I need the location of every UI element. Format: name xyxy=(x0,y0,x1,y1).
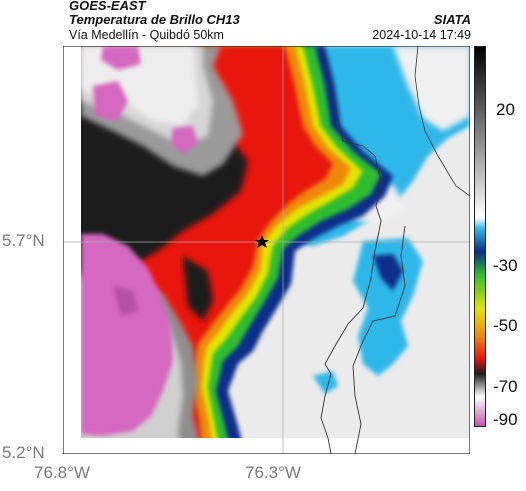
product-subtitle: Temperatura de Brillo CH13 xyxy=(69,12,240,27)
y-tick-label: 5.2°N xyxy=(2,443,45,462)
agency-label: SIATA xyxy=(433,12,471,27)
boundary-line xyxy=(320,46,382,454)
boundary-line-2 xyxy=(352,225,406,454)
colorbar xyxy=(474,46,486,427)
product-title: GOES-EAST xyxy=(69,0,146,13)
colorbar-tick-label: 20 xyxy=(496,100,515,119)
brightness-temperature-map xyxy=(63,46,470,454)
magenta-blob-sw xyxy=(81,234,173,436)
colorbar-tick-label: -30 xyxy=(493,256,518,275)
cyan-zone-center xyxy=(353,238,423,376)
colorbar-tick-label: -70 xyxy=(493,377,518,396)
colorbar-tick-label: -90 xyxy=(493,410,518,429)
x-tick-label: 76.3°W xyxy=(245,463,301,482)
x-tick-label: 76.8°W xyxy=(34,463,90,482)
star-icon xyxy=(255,235,269,248)
route-label: Vía Medellín - Quibdó 50km xyxy=(69,28,224,42)
colorbar-tick-label: -50 xyxy=(493,316,518,335)
y-tick-label: 5.7°N xyxy=(2,231,45,250)
timestamp-label: 2024-10-14 17:49 xyxy=(372,28,471,42)
magenta-blob-nw xyxy=(93,81,128,121)
